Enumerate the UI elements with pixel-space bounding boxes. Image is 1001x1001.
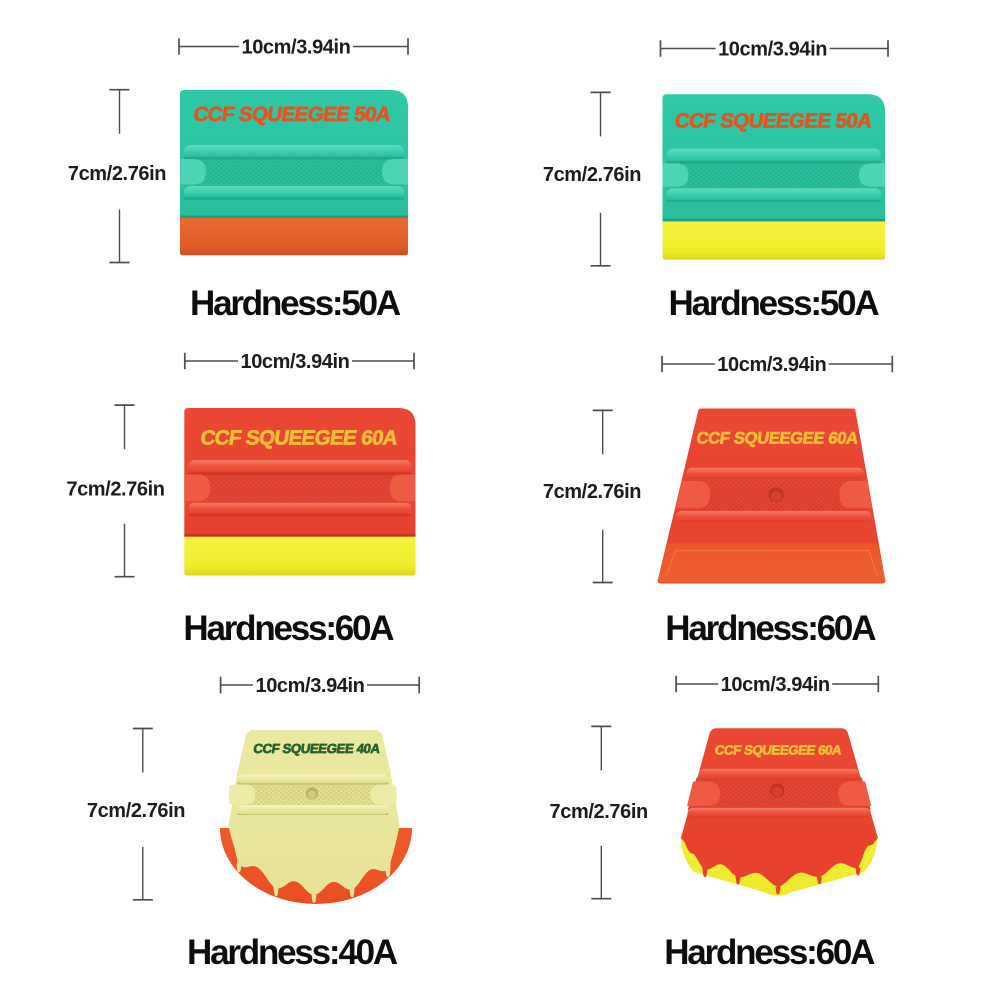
svg-text:CCF SQUEEGEE 60A: CCF SQUEEGEE 60A (199, 427, 399, 450)
svg-text:7cm/2.76in: 7cm/2.76in (87, 800, 185, 822)
svg-text:10cm/3.94in: 10cm/3.94in (240, 351, 349, 373)
svg-text:7cm/2.76in: 7cm/2.76in (68, 163, 166, 185)
svg-text:CCF SQUEEGEE 60A: CCF SQUEEGEE 60A (695, 429, 859, 448)
svg-text:10cm/3.94in: 10cm/3.94in (717, 354, 826, 376)
svg-text:10cm/3.94in: 10cm/3.94in (241, 37, 350, 59)
svg-text:7cm/2.76in: 7cm/2.76in (550, 801, 648, 823)
svg-text:10cm/3.94in: 10cm/3.94in (721, 674, 830, 696)
svg-text:Hardness:40A: Hardness:40A (187, 933, 398, 972)
svg-text:7cm/2.76in: 7cm/2.76in (543, 481, 641, 503)
svg-text:CCF SQUEEGEE 50A: CCF SQUEEGEE 50A (192, 103, 392, 126)
svg-text:CCF SQUEEGEE 60A: CCF SQUEEGEE 60A (714, 743, 843, 758)
svg-text:7cm/2.76in: 7cm/2.76in (543, 164, 641, 186)
svg-text:CCF SQUEEGEE 50A: CCF SQUEEGEE 50A (673, 110, 873, 133)
svg-text:10cm/3.94in: 10cm/3.94in (255, 675, 364, 697)
svg-text:CCF SQUEEGEE 40A: CCF SQUEEGEE 40A (252, 741, 381, 756)
svg-text:Hardness:60A: Hardness:60A (664, 933, 875, 972)
svg-text:Hardness:50A: Hardness:50A (190, 284, 401, 323)
svg-text:Hardness:60A: Hardness:60A (665, 609, 876, 648)
svg-text:Hardness:60A: Hardness:60A (183, 609, 394, 648)
svg-text:7cm/2.76in: 7cm/2.76in (66, 479, 164, 501)
svg-text:10cm/3.94in: 10cm/3.94in (718, 39, 827, 61)
svg-text:Hardness:50A: Hardness:50A (669, 284, 880, 323)
